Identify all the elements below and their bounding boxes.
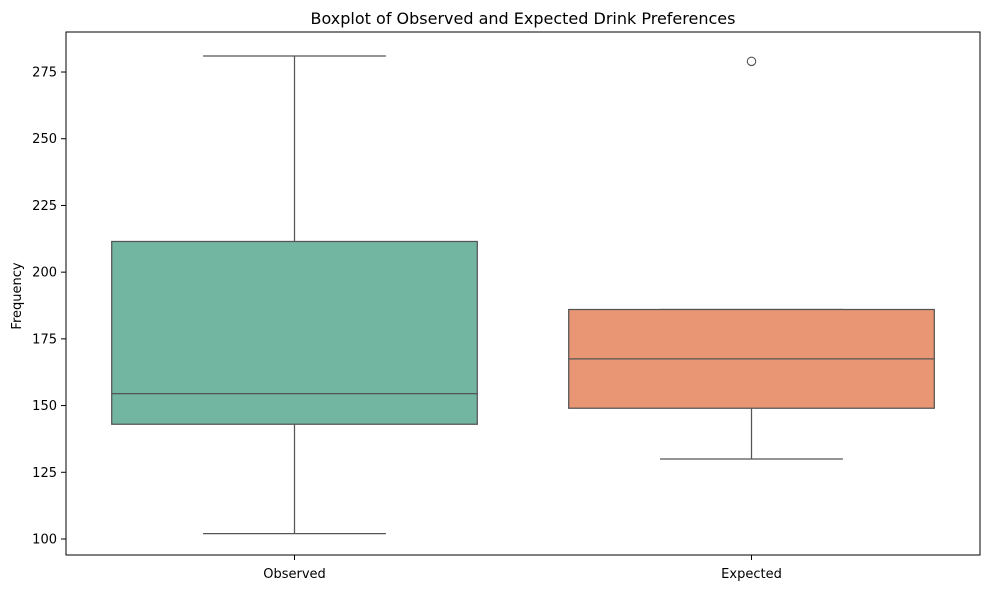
y-axis-label: Frequency xyxy=(10,262,25,329)
y-tick-label: 225 xyxy=(32,199,57,214)
y-tick-label: 200 xyxy=(32,266,57,281)
chart-title: Boxplot of Observed and Expected Drink P… xyxy=(311,9,736,28)
box-observed xyxy=(111,240,478,425)
plot-area: 100 125 150 175 200 225 250 275 Observed Expected xyxy=(32,55,935,582)
y-tick-label: 250 xyxy=(32,132,57,147)
y-tick-label: 125 xyxy=(32,466,57,481)
y-tick-label: 150 xyxy=(32,399,57,414)
plot-frame xyxy=(65,31,981,556)
y-tick-label: 275 xyxy=(32,66,57,81)
x-tick-label: Observed xyxy=(263,567,326,582)
y-tick-label: 100 xyxy=(32,532,57,547)
x-tick-label: Expected xyxy=(721,567,782,582)
y-tick-label: 175 xyxy=(32,332,57,347)
outlier-point xyxy=(746,56,757,67)
